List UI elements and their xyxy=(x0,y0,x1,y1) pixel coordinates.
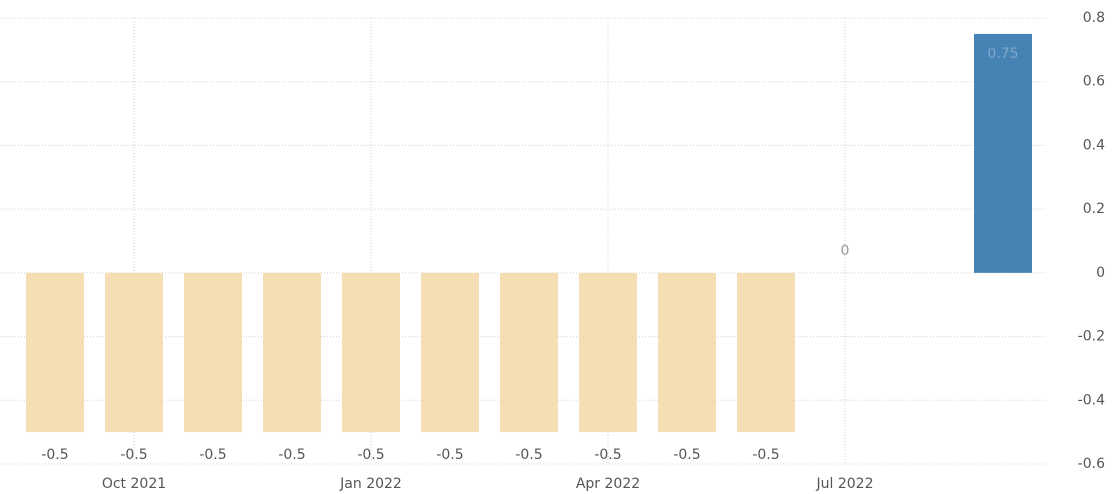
bar xyxy=(105,272,163,433)
y-tick-label: -0.2 xyxy=(1078,329,1105,345)
y-tick-label: 0.8 xyxy=(1083,10,1105,26)
x-tick-label: Jul 2022 xyxy=(816,476,874,492)
data-label: -0.5 xyxy=(752,447,779,463)
x-tick-label: Oct 2021 xyxy=(102,476,166,492)
bar xyxy=(421,272,479,433)
bar xyxy=(500,272,558,433)
data-label: -0.5 xyxy=(436,447,463,463)
data-label: -0.5 xyxy=(120,447,147,463)
bar xyxy=(579,272,637,433)
bar xyxy=(342,272,400,433)
data-label: -0.5 xyxy=(357,447,384,463)
bar xyxy=(737,272,795,433)
data-label: -0.5 xyxy=(199,447,226,463)
data-label: -0.5 xyxy=(278,447,305,463)
data-label: 0 xyxy=(841,243,850,259)
data-label: -0.5 xyxy=(594,447,621,463)
bar xyxy=(26,272,84,433)
y-tick-label: 0 xyxy=(1096,265,1105,281)
y-tick-label: 0.6 xyxy=(1083,74,1105,90)
x-tick-label: Apr 2022 xyxy=(576,476,640,492)
y-tick-label: -0.6 xyxy=(1078,456,1105,472)
bar xyxy=(658,272,716,433)
bar xyxy=(263,272,321,433)
data-label: -0.5 xyxy=(41,447,68,463)
y-tick-label: 0.4 xyxy=(1083,137,1105,153)
data-label: -0.5 xyxy=(515,447,542,463)
bar xyxy=(184,272,242,433)
y-tick-label: 0.2 xyxy=(1083,201,1105,217)
x-tick-label: Jan 2022 xyxy=(339,476,402,492)
y-tick-label: -0.4 xyxy=(1078,392,1105,408)
bar xyxy=(974,33,1032,273)
data-label: -0.5 xyxy=(673,447,700,463)
data-label: 0.75 xyxy=(987,46,1018,62)
